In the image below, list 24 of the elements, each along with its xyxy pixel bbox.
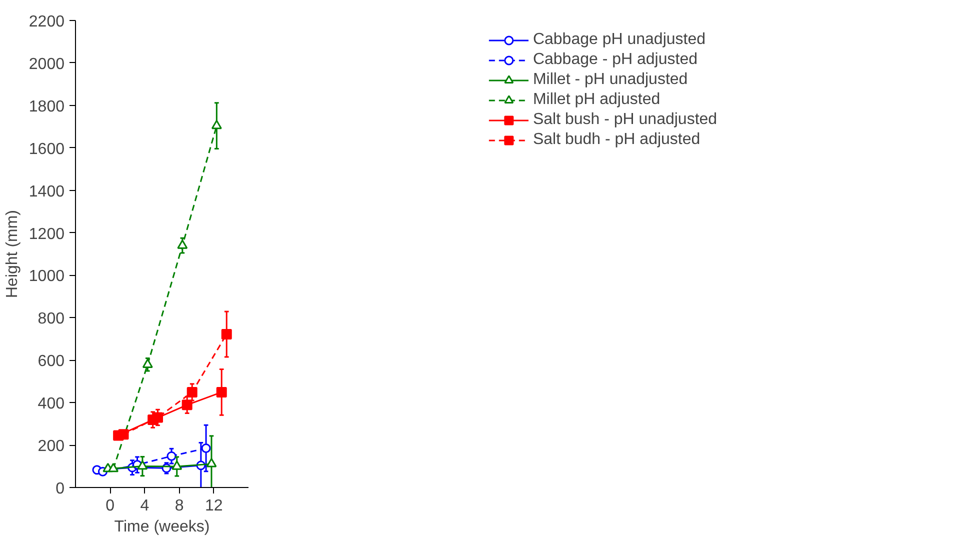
x-tick-label: 4 (140, 498, 150, 514)
x-tick-label: 0 (106, 498, 115, 514)
legend-label: Salt budh - pH adjusted (532, 131, 700, 149)
y-tick-label: 1400 (28, 183, 65, 200)
legend-label: Salt bush - pH unadjusted (532, 111, 718, 129)
y-tick-label: 2000 (28, 56, 65, 73)
x-tick-label: 12 (205, 498, 223, 514)
y-tick-label: 200 (38, 438, 65, 456)
legend-label: Cabbage pH unadjusted (532, 31, 706, 49)
legend-label: Cabbage - pH adjusted (532, 51, 698, 69)
y-axis-title: Height (mm) (4, 210, 21, 298)
legend-label: Millet - pH unadjusted (532, 71, 688, 89)
y-tick-label: 600 (38, 353, 65, 370)
y-tick-label: 1600 (28, 140, 65, 158)
y-tick-label: 0 (56, 480, 65, 498)
x-axis-title: Time (weeks) (114, 518, 210, 536)
y-tick-label: 1000 (28, 268, 65, 286)
x-tick-label: 8 (174, 498, 184, 514)
y-tick-label: 1200 (28, 226, 65, 243)
legend-label: Millet pH adjusted (532, 91, 660, 109)
y-tick-label: 800 (38, 310, 65, 328)
y-tick-label: 400 (38, 396, 65, 413)
y-tick-label: 1800 (28, 98, 65, 116)
y-tick-label: 2200 (28, 14, 65, 30)
